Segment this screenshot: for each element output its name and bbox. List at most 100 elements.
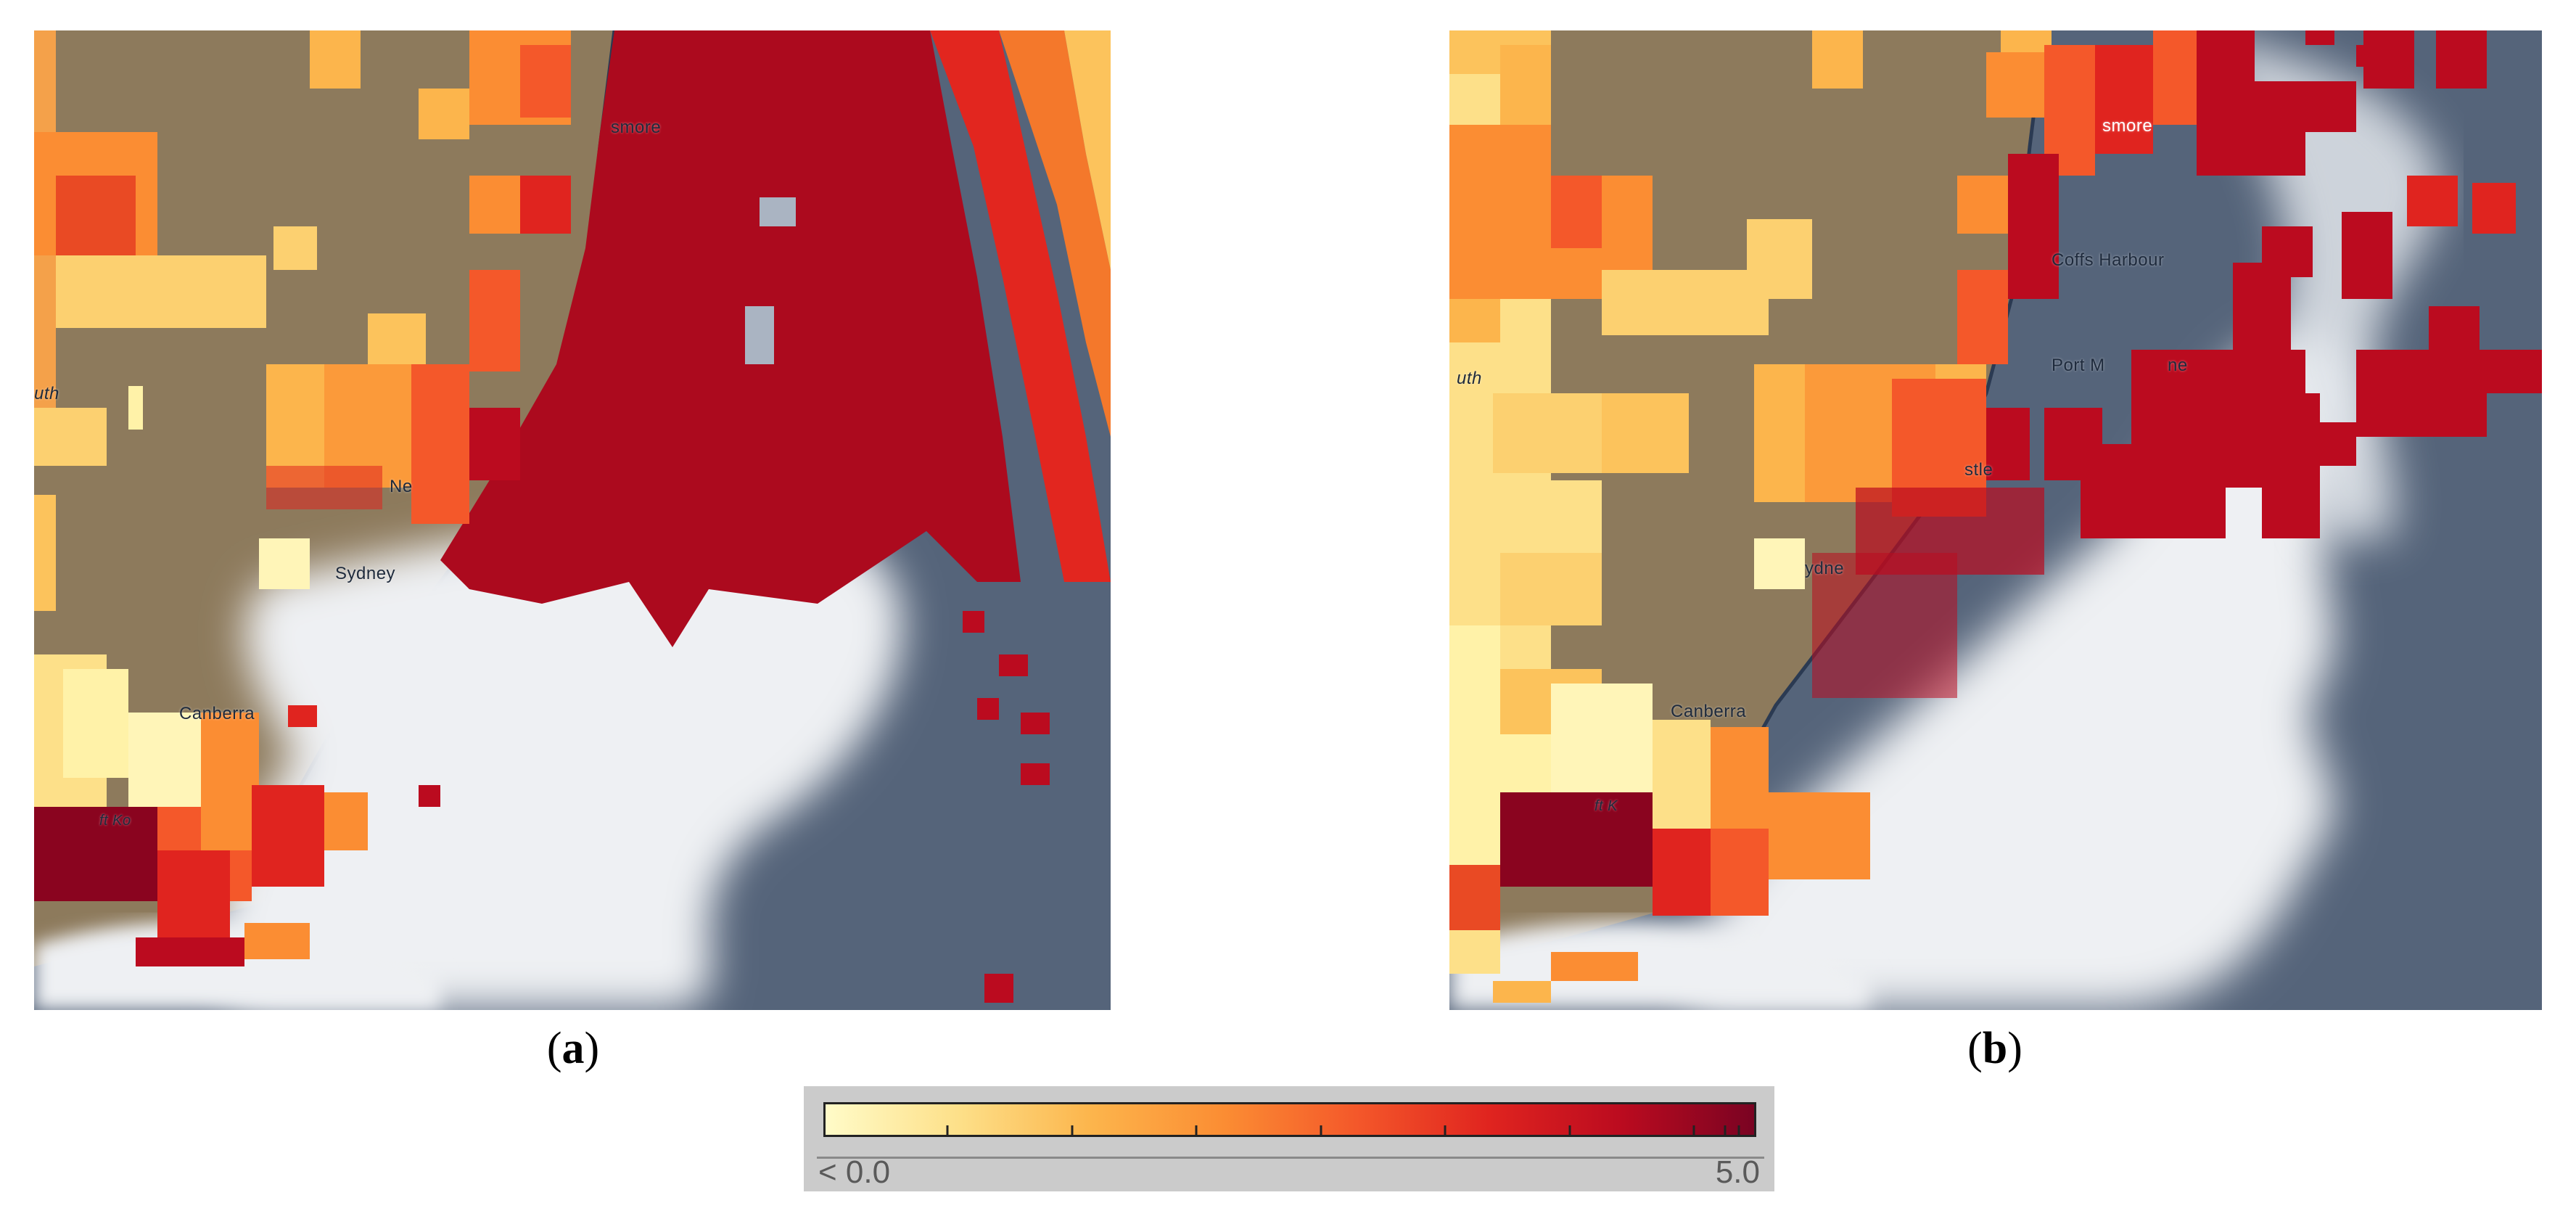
aod-plume <box>440 30 1021 647</box>
place-label: Sydney <box>335 564 396 583</box>
aod-cell <box>1551 952 1638 981</box>
aod-cell <box>2262 226 2313 277</box>
aod-cell <box>1986 408 2030 480</box>
aod-cell <box>1500 45 1551 125</box>
aod-cell <box>1449 930 1500 974</box>
aod-speck <box>1021 763 1050 785</box>
aod-speck <box>999 654 1028 676</box>
aod-cell <box>469 408 520 480</box>
aod-cell <box>1957 270 2008 364</box>
aod-cell <box>419 89 469 139</box>
place-label: Canberra <box>1671 702 1747 721</box>
aod-cell <box>136 937 244 966</box>
aod-speck <box>419 785 440 807</box>
place-label: stle <box>1964 460 1993 480</box>
aod-cell <box>244 923 310 959</box>
aod-cell <box>1493 393 1602 473</box>
aod-cell <box>259 538 310 589</box>
panel-caption-b: (b) <box>1967 1024 2022 1073</box>
aod-cell <box>2008 154 2059 299</box>
legend-max-label: 5.0 <box>1715 1154 1760 1190</box>
aod-map-b <box>1449 30 2542 1010</box>
aod-cell <box>56 255 266 328</box>
aod-cell <box>2342 212 2392 299</box>
aod-cell <box>252 785 324 887</box>
aod-gap <box>745 306 774 364</box>
place-label: smore <box>2102 116 2153 136</box>
aod-fringe-orange <box>999 30 1111 437</box>
aod-cell <box>1957 176 2008 234</box>
aod-cell <box>56 176 136 255</box>
aod-fringe-yellow <box>1064 30 1111 270</box>
aod-cell <box>1500 792 1653 887</box>
aod-cell <box>34 807 157 901</box>
aod-cell <box>2305 30 2334 45</box>
aod-map-a <box>34 30 1111 1010</box>
aod-speck <box>288 705 317 727</box>
aod-cell <box>1653 829 1711 916</box>
color-scale-ticks <box>946 1125 1740 1137</box>
aod-cell <box>2487 350 2542 393</box>
aod-cell <box>1449 865 1500 930</box>
aod-speck <box>984 974 1013 1003</box>
legend-baseline <box>817 1157 1764 1159</box>
aod-cell <box>157 850 230 937</box>
aod-cell <box>2044 408 2102 480</box>
aod-cell <box>63 669 128 778</box>
aod-cell <box>34 495 56 611</box>
place-label: Coffs Harbour <box>2052 250 2165 270</box>
place-label: smore <box>611 118 662 137</box>
place-label: Port M <box>2052 356 2105 375</box>
aod-cell <box>1812 30 1863 89</box>
aod-cell <box>1602 393 1689 473</box>
aod-cell <box>310 30 361 89</box>
place-label: uth <box>1457 369 1482 388</box>
cloud-band <box>1449 921 1870 1010</box>
aod-cell <box>1493 981 1551 1003</box>
aod-speck <box>266 466 382 509</box>
aod-cell <box>1602 176 1653 270</box>
aod-cell <box>520 176 571 234</box>
aod-cell <box>34 408 107 466</box>
aod-cell <box>1812 553 1957 698</box>
place-label: Ne <box>390 477 413 496</box>
place-label: Canberra <box>179 704 255 723</box>
aod-cell <box>1500 553 1602 625</box>
aod-speck <box>963 611 984 633</box>
place-label: ft K <box>1594 798 1618 814</box>
place-label: ft Ko <box>99 813 131 829</box>
aod-cell <box>2255 81 2305 176</box>
aod-fringe-red <box>930 30 1111 582</box>
panel-caption-a: (a) <box>546 1024 600 1073</box>
place-label: ydne <box>1805 559 1845 578</box>
aod-cell <box>1449 625 1500 742</box>
aod-cell <box>2472 183 2516 234</box>
aod-cell <box>2305 422 2356 466</box>
aod-cell <box>2305 81 2356 132</box>
aod-cell <box>2081 444 2226 538</box>
legend-min-label: < 0.0 <box>818 1154 891 1190</box>
aod-cell <box>1551 176 1602 248</box>
place-label: ne <box>2168 356 2188 375</box>
aod-cell <box>2356 45 2407 67</box>
aod-gap <box>760 197 796 226</box>
aod-speck <box>1021 713 1050 734</box>
aod-cell <box>2095 45 2153 154</box>
aod-cell <box>1754 219 1805 299</box>
aod-cell <box>128 386 143 430</box>
aod-cell <box>1711 829 1769 916</box>
aod-cell <box>1986 52 2044 118</box>
aod-cell <box>520 45 571 118</box>
map-panel-a: smore Sydney Canberra Ne uth ft Ko <box>34 30 1111 1010</box>
aod-cells-a <box>34 30 1111 1003</box>
aod-cell <box>411 364 469 524</box>
aod-cell <box>273 226 317 270</box>
aod-cell <box>1653 720 1711 829</box>
aod-cell <box>2356 350 2487 437</box>
aod-cell <box>1449 299 1500 342</box>
aod-cells-b <box>1449 30 2542 1003</box>
aod-cell <box>469 270 520 371</box>
aod-cell <box>2211 393 2262 488</box>
color-scale-bar <box>823 1102 1756 1137</box>
aod-cell <box>2407 176 2458 226</box>
